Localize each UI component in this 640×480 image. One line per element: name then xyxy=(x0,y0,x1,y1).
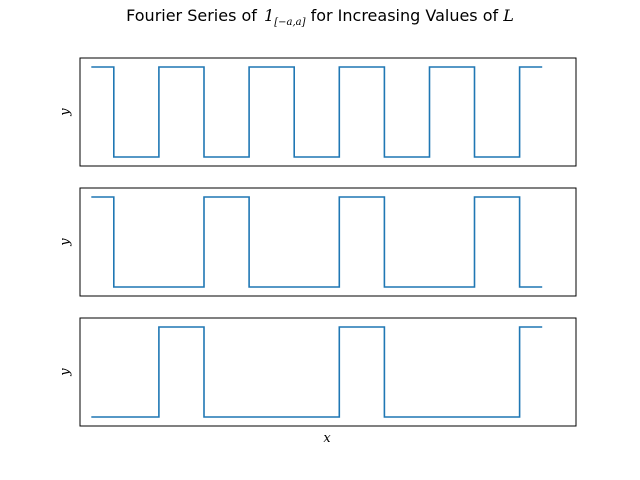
title-indicator-symbol: 1 xyxy=(264,6,274,25)
subplot-1-series-line xyxy=(91,66,543,158)
title-prefix: Fourier Series of xyxy=(126,6,262,25)
x-axis-label: x xyxy=(323,431,331,446)
subplot-3-y-axis-label: y xyxy=(58,368,73,377)
title-variable: L xyxy=(502,6,514,25)
subplot-2-y-axis-label: y xyxy=(58,238,73,247)
subplot-2: y xyxy=(58,187,577,297)
axes-group: y y y xyxy=(58,57,577,427)
subplot-1-y-axis-label: y xyxy=(58,108,73,117)
subplot-3-series-line xyxy=(91,326,543,418)
subplot-3: y xyxy=(58,317,577,427)
title-suffix: for Increasing Values of xyxy=(306,6,504,25)
subplot-2-frame xyxy=(79,187,577,297)
subplot-1-frame xyxy=(79,57,577,167)
title-indicator-subscript: [−a,a] xyxy=(274,17,305,28)
chart-title: Fourier Series of 1[−a,a] for Increasing… xyxy=(126,6,514,28)
subplot-1: y xyxy=(58,57,577,167)
subplot-3-frame xyxy=(79,317,577,427)
subplot-2-series-line xyxy=(91,196,543,288)
